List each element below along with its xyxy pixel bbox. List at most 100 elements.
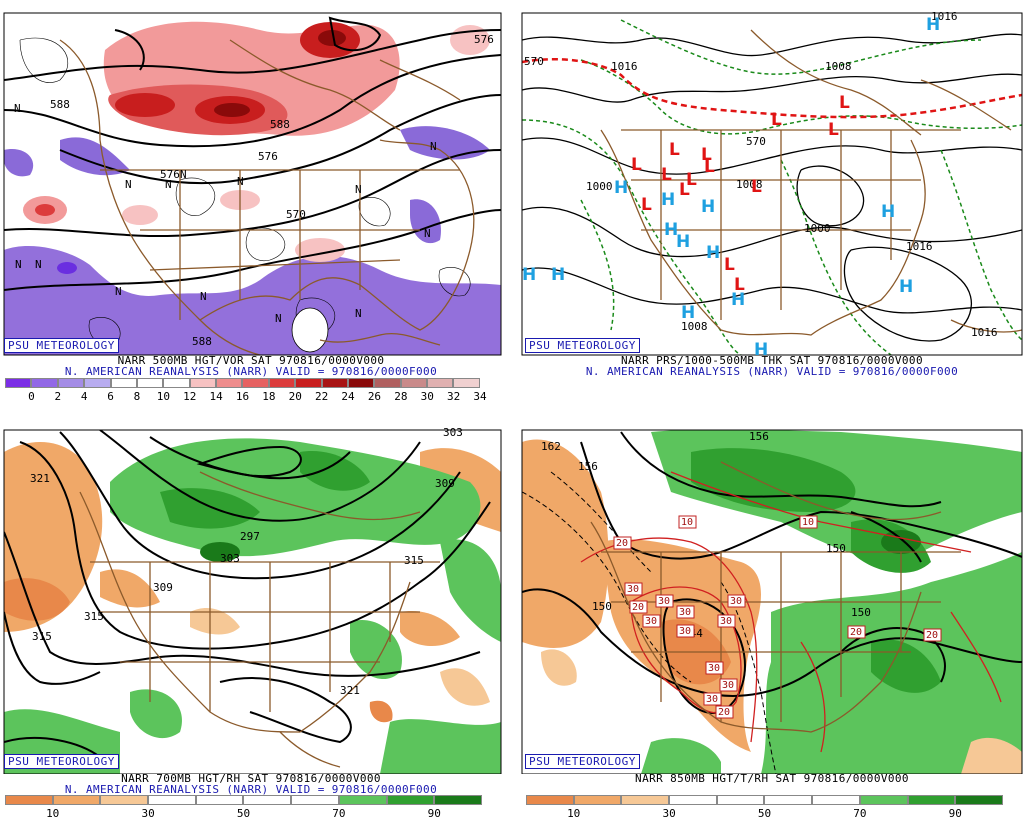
temperature-label-box bbox=[655, 594, 674, 608]
contour-labels: 321 315 315 309 297 303 309 315 321 303 bbox=[30, 426, 463, 697]
n-label: N bbox=[355, 183, 362, 196]
panel-850mb-temperature: 162 156 150 144 150 156 150 101020203030… bbox=[521, 412, 1023, 819]
colorbar-segment bbox=[453, 378, 480, 388]
contour-label: 1008 bbox=[681, 320, 708, 333]
high-pressure-h: H bbox=[676, 232, 690, 252]
colorbar-tick-label: 10 bbox=[567, 807, 581, 820]
contour-label: 150 bbox=[592, 600, 612, 613]
contour-label: 309 bbox=[435, 477, 455, 490]
colorbar-segment bbox=[5, 378, 32, 388]
colorbar-tick-label: 24 bbox=[341, 390, 355, 403]
colorbar-segment bbox=[764, 795, 813, 805]
map-850mb: 162 156 150 144 150 156 150 101020203030… bbox=[521, 429, 1023, 774]
contour-labels: 588 576 570 576 588 588 576 bbox=[50, 33, 494, 348]
contour-label: 156 bbox=[578, 460, 598, 473]
low-pressure-l: L bbox=[686, 170, 697, 190]
contour-label: 576 bbox=[474, 33, 494, 46]
front-line bbox=[522, 57, 1022, 119]
low-pressure-l: L bbox=[679, 180, 690, 200]
panel-700mb-humidity: 321 315 315 309 297 303 309 315 321 303 … bbox=[0, 412, 502, 819]
contour-label: 309 bbox=[153, 581, 173, 594]
high-pressure-h: H bbox=[614, 178, 628, 198]
colorbar-tick-label: 6 bbox=[107, 390, 114, 403]
contour-label: 303 bbox=[443, 426, 463, 439]
temperature-label-box bbox=[624, 582, 643, 596]
colorbar-segment bbox=[859, 795, 908, 805]
geographic-borders bbox=[79, 471, 440, 768]
contour-label: 1000 bbox=[804, 222, 831, 235]
temperature-label: 30 bbox=[679, 607, 691, 618]
colorbar-segment bbox=[148, 795, 196, 805]
vorticity-colorbar bbox=[5, 378, 480, 388]
colorbar-segment bbox=[955, 795, 1003, 805]
negative-vorticity-markers: N N N N N N N N N N N N N N bbox=[14, 102, 437, 325]
low-pressure-l: L bbox=[631, 155, 642, 175]
temperature-label: 30 bbox=[730, 596, 742, 607]
temperature-label: 10 bbox=[681, 517, 693, 528]
low-pressure-l: L bbox=[701, 145, 712, 165]
negative-vorticity-area bbox=[4, 245, 501, 355]
high-pressure-h: H bbox=[701, 197, 715, 217]
colorbar-tick-label: 70 bbox=[853, 807, 867, 820]
colorbar-segment bbox=[669, 795, 717, 805]
temperature-label: 30 bbox=[706, 694, 718, 705]
colorbar-segment bbox=[321, 378, 348, 388]
low-pressure-l: L bbox=[724, 255, 735, 275]
temperature-label-box bbox=[847, 625, 866, 639]
colorbar-segment bbox=[386, 795, 435, 805]
humidity-colorbar-ticks: 10 30 50 70 90 bbox=[526, 808, 1003, 819]
colorbar-tick-label: 30 bbox=[141, 807, 155, 820]
psu-meteorology-logo: PSU METEOROLOGY bbox=[525, 338, 640, 353]
low-pressure-l: L bbox=[839, 93, 850, 113]
colorbar-tick-label: 50 bbox=[757, 807, 772, 820]
panel-500mb-vorticity: 588 576 570 576 588 588 576 N N N N N N … bbox=[0, 0, 502, 407]
low-pressure-l: L bbox=[704, 157, 715, 177]
temperature-label-box bbox=[923, 628, 942, 642]
temperature-label: 30 bbox=[679, 626, 691, 637]
n-label: N bbox=[165, 178, 172, 191]
contour-label: 570 bbox=[286, 208, 306, 221]
colorbar-tick-label: 18 bbox=[262, 390, 276, 403]
colorbar-tick-label: 12 bbox=[183, 390, 197, 403]
psu-meteorology-logo: PSU METEOROLOGY bbox=[4, 754, 119, 769]
colorbar-segment bbox=[84, 378, 111, 388]
high-pressure-markers: H H H H H H H H H H H H H H bbox=[522, 15, 940, 360]
map-700mb: 321 315 315 309 297 303 309 315 321 303 bbox=[3, 426, 502, 774]
colorbar-segment bbox=[216, 378, 243, 388]
temperature-label-box bbox=[678, 515, 697, 529]
colorbar-tick-label: 30 bbox=[420, 390, 434, 403]
low-pressure-markers: L L L L L L L L L L L L L L bbox=[631, 93, 850, 295]
temperature-label-box bbox=[715, 705, 734, 719]
vorticity-maximum bbox=[115, 93, 175, 117]
colorbar-segment bbox=[434, 795, 482, 805]
height-contours bbox=[522, 431, 1022, 714]
colorbar-segment bbox=[136, 378, 164, 388]
colorbar-tick-label: 22 bbox=[315, 390, 329, 403]
colorbar-segment bbox=[189, 378, 216, 388]
vorticity-colorbar-ticks: 0 2 4 6 8 10 12 14 16 18 20 22 24 26 28 30 32 34 bbox=[5, 390, 487, 403]
n-label: N bbox=[125, 178, 132, 191]
colorbar-segment bbox=[31, 378, 58, 388]
high-pressure-h: H bbox=[664, 220, 678, 240]
psu-meteorology-logo: PSU METEOROLOGY bbox=[525, 754, 640, 769]
map-caption-title: NARR 850MB HGT/T/RH SAT 970816/0000V000 bbox=[635, 772, 909, 785]
colorbar-tick-label: 30 bbox=[662, 807, 676, 820]
low-pressure-l: L bbox=[828, 120, 839, 140]
high-pressure-h: H bbox=[681, 303, 695, 323]
n-label: N bbox=[237, 175, 244, 188]
contour-label: 150 bbox=[826, 542, 846, 555]
temperature-label-box bbox=[642, 614, 661, 628]
colorbar-tick-label: 8 bbox=[133, 390, 141, 403]
temperature-label: 30 bbox=[720, 616, 732, 627]
high-pressure-h: H bbox=[661, 190, 675, 210]
contour-label: 315 bbox=[404, 554, 424, 567]
humidity-colorbar-ticks: 10 30 50 70 90 bbox=[5, 808, 482, 819]
contour-label: 588 bbox=[50, 98, 70, 111]
colorbar-tick-label: 4 bbox=[80, 390, 88, 403]
colorbar-segment bbox=[52, 795, 101, 805]
temperature-label: 20 bbox=[850, 627, 862, 638]
high-pressure-h: H bbox=[881, 202, 895, 222]
n-label: N bbox=[15, 258, 22, 271]
colorbar-tick-label: 16 bbox=[235, 390, 250, 403]
